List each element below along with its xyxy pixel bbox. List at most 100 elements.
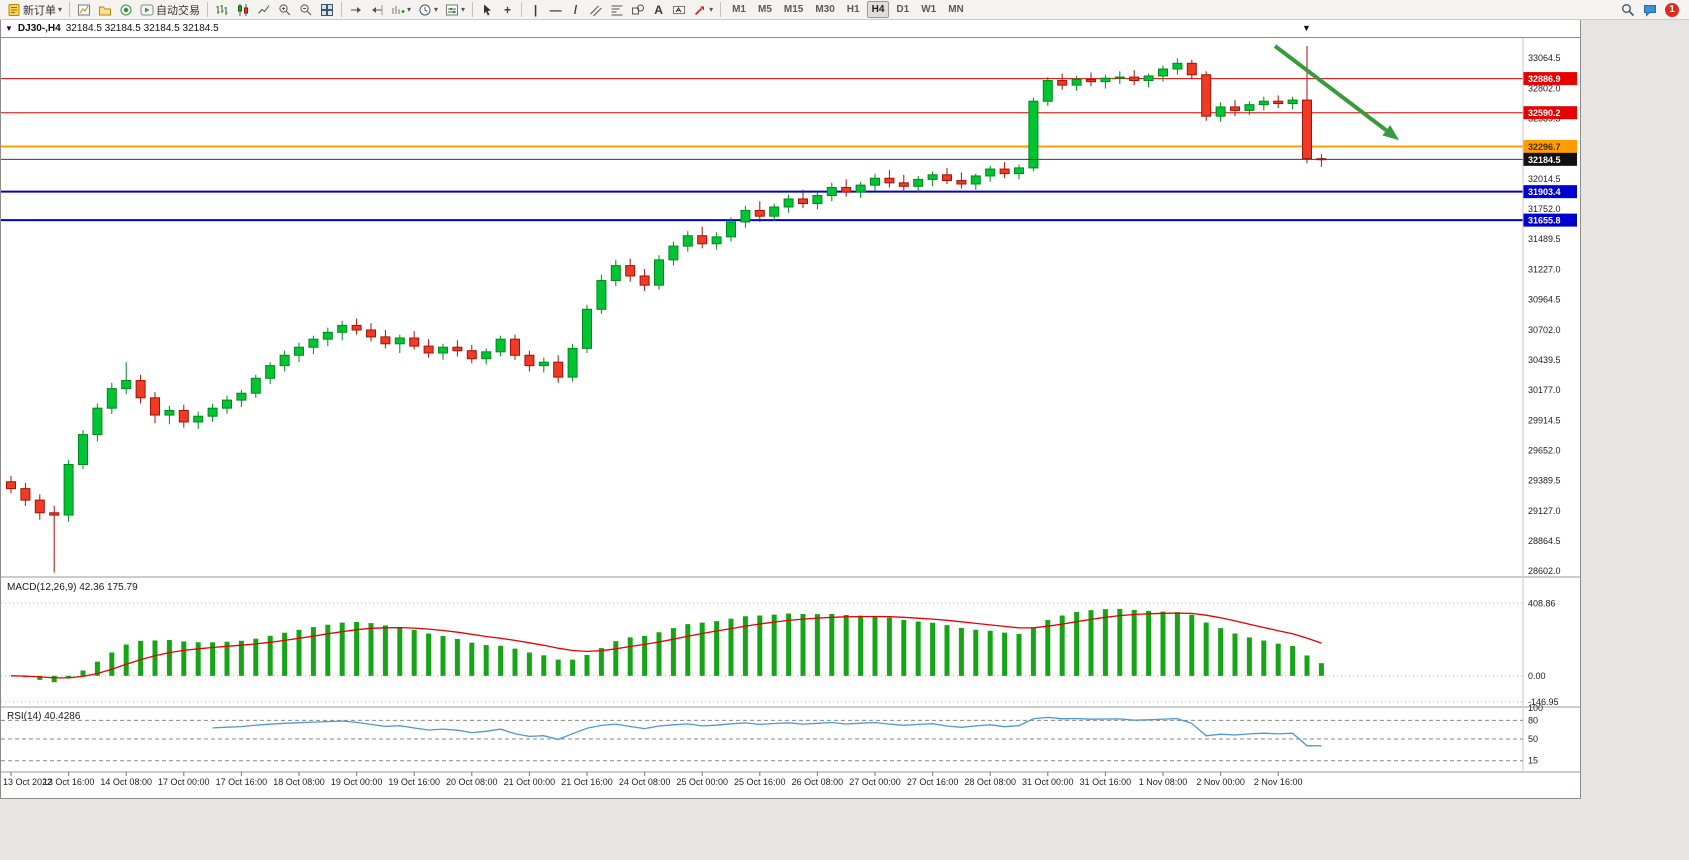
svg-text:13 Oct 16:00: 13 Oct 16:00	[43, 777, 95, 787]
new-chart-icon	[78, 4, 91, 15]
profiles-icon	[99, 6, 112, 15]
crosshair-icon: +	[504, 2, 512, 17]
profiles-button[interactable]	[95, 1, 115, 19]
new-chart-button[interactable]	[74, 1, 94, 19]
svg-text:20 Oct 08:00: 20 Oct 08:00	[446, 777, 498, 787]
fibonacci-icon	[611, 5, 623, 15]
svg-text:29914.5: 29914.5	[1528, 415, 1561, 425]
collapse-chart-icon[interactable]: ▼	[5, 24, 13, 33]
chart-settings-icon	[446, 4, 459, 15]
svg-text:26 Oct 08:00: 26 Oct 08:00	[792, 777, 844, 787]
svg-text:21 Oct 00:00: 21 Oct 00:00	[504, 777, 556, 787]
svg-text:14 Oct 08:00: 14 Oct 08:00	[100, 777, 152, 787]
autotrading-button[interactable]: 自动交易	[137, 1, 203, 19]
svg-text:-146.95: -146.95	[1528, 697, 1559, 707]
period-menu-button[interactable]: ▾	[415, 1, 441, 19]
svg-text:32590.2: 32590.2	[1528, 108, 1561, 118]
clock-icon	[419, 4, 431, 15]
community-button[interactable]	[116, 1, 136, 19]
timeframe-m30-button[interactable]: M30	[815, 4, 835, 15]
bar-chart-icon	[216, 4, 228, 15]
cursor-button[interactable]	[477, 1, 497, 19]
svg-text:100: 100	[1528, 703, 1543, 713]
toolbar-separator	[521, 2, 523, 17]
horizontal-line-button[interactable]: —	[546, 1, 565, 19]
svg-text:28864.5: 28864.5	[1528, 536, 1561, 546]
chevron-down-icon: ▾	[461, 4, 466, 14]
svg-text:15: 15	[1528, 756, 1538, 766]
auto-scroll-button[interactable]	[346, 1, 366, 19]
chart-shift-button[interactable]	[367, 1, 387, 19]
autotrading-play-icon	[140, 4, 154, 15]
zoom-out-button[interactable]	[296, 1, 316, 19]
auto-scroll-icon	[351, 6, 362, 13]
svg-text:31752.0: 31752.0	[1528, 204, 1561, 214]
chevron-down-icon: ▾	[709, 4, 714, 14]
svg-text:50: 50	[1528, 734, 1538, 744]
channel-icon	[590, 5, 602, 16]
candlestick-chart-button[interactable]	[233, 1, 253, 19]
svg-text:30177.0: 30177.0	[1528, 385, 1561, 395]
horizontal-line-icon: —	[549, 2, 562, 17]
line-chart-icon	[258, 4, 270, 14]
svg-text:33064.5: 33064.5	[1528, 53, 1561, 63]
svg-text:32184.5: 32184.5	[1528, 155, 1561, 165]
rsi-indicator-label: RSI(14) 40.4286	[7, 711, 81, 722]
svg-text:27 Oct 16:00: 27 Oct 16:00	[907, 777, 959, 787]
svg-text:31227.0: 31227.0	[1528, 264, 1561, 274]
svg-text:0.00: 0.00	[1528, 671, 1546, 681]
tile-windows-button[interactable]	[317, 1, 337, 19]
svg-text:13 Oct 2022: 13 Oct 2022	[3, 777, 52, 787]
vertical-line-button[interactable]: |	[526, 1, 545, 19]
timeframe-m5-button[interactable]: M5	[757, 4, 772, 15]
search-icon[interactable]	[1621, 3, 1635, 17]
fibonacci-button[interactable]	[607, 1, 627, 19]
text-button[interactable]: A	[649, 1, 668, 19]
timeframe-h1-button[interactable]: H1	[846, 4, 860, 15]
svg-text:19 Oct 16:00: 19 Oct 16:00	[388, 777, 440, 787]
toolbar-right-group: 1	[1621, 2, 1685, 17]
bar-chart-button[interactable]	[212, 1, 232, 19]
cursor-icon	[484, 4, 492, 15]
svg-text:19 Oct 00:00: 19 Oct 00:00	[331, 777, 383, 787]
svg-text:32296.7: 32296.7	[1528, 142, 1561, 152]
svg-text:27 Oct 00:00: 27 Oct 00:00	[849, 777, 901, 787]
svg-text:25 Oct 16:00: 25 Oct 16:00	[734, 777, 786, 787]
timeframe-m15-button[interactable]: M15	[783, 4, 804, 15]
macd-indicator-label: MACD(12,26,9) 42.36 175.79	[7, 582, 138, 593]
zoom-in-button[interactable]	[275, 1, 295, 19]
svg-text:31489.5: 31489.5	[1528, 234, 1561, 244]
channel-button[interactable]	[586, 1, 606, 19]
chart-shift-icon	[372, 4, 383, 15]
chevron-down-icon: ▾	[58, 4, 63, 14]
svg-text:32014.5: 32014.5	[1528, 174, 1561, 184]
svg-text:31 Oct 16:00: 31 Oct 16:00	[1080, 777, 1132, 787]
notification-badge[interactable]: 1	[1665, 2, 1679, 17]
line-chart-button[interactable]	[254, 1, 274, 19]
timeframe-h4-button[interactable]: H4	[866, 1, 890, 18]
svg-text:31 Oct 00:00: 31 Oct 00:00	[1022, 777, 1074, 787]
svg-text:25 Oct 00:00: 25 Oct 00:00	[676, 777, 728, 787]
timeframe-d1-button[interactable]: D1	[896, 4, 910, 15]
toolbar-separator	[472, 2, 474, 17]
candlestick-chart-icon	[238, 3, 249, 16]
svg-text:1 Nov 08:00: 1 Nov 08:00	[1139, 777, 1188, 787]
timeframe-mn-button[interactable]: MN	[948, 4, 964, 15]
quick-order-button[interactable]: ▾	[388, 1, 414, 19]
arrows-button[interactable]: ▾	[690, 1, 716, 19]
trendline-button[interactable]: /	[566, 1, 585, 19]
zoom-out-icon	[300, 3, 312, 15]
crosshair-button[interactable]: +	[498, 1, 517, 19]
timeframe-w1-button[interactable]: W1	[921, 4, 937, 15]
chat-icon[interactable]	[1643, 3, 1657, 17]
shapes-button[interactable]	[628, 1, 648, 19]
timeframe-m1-button[interactable]: M1	[732, 4, 746, 15]
autotrading-label: 自动交易	[156, 4, 201, 17]
chart-canvas[interactable]: 33064.532802.032539.532277.032014.531752…	[1, 38, 1580, 798]
svg-text:21 Oct 16:00: 21 Oct 16:00	[561, 777, 613, 787]
text-label-button[interactable]	[669, 1, 689, 19]
chart-properties-button[interactable]: ▾	[442, 1, 468, 19]
new-order-button[interactable]: 新订单 ▾	[4, 1, 65, 19]
svg-text:29127.0: 29127.0	[1528, 506, 1561, 516]
new-order-icon	[8, 3, 20, 16]
